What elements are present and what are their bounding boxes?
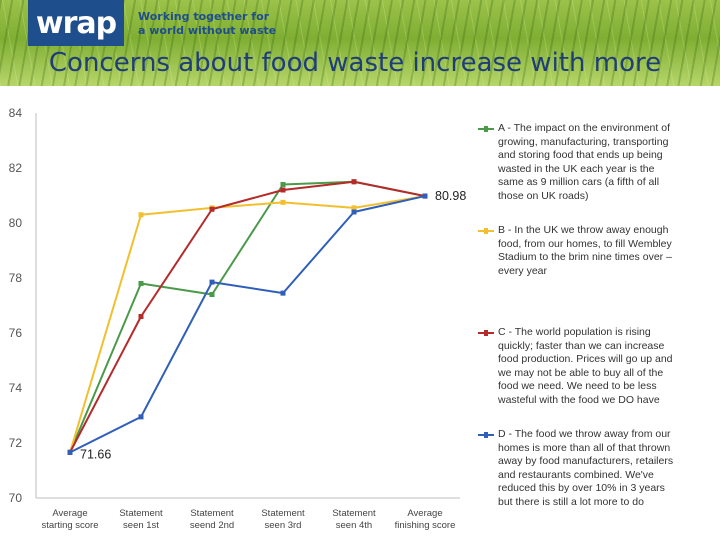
data-point-a bbox=[138, 281, 144, 286]
chart-panel: 70 72 74 76 78 80 82 84 Average starting score Sta… bbox=[0, 86, 720, 540]
legend-line: wasted in the UK each year is the bbox=[498, 162, 655, 175]
legend-entry-b: B - In the UK we throw away enough food, … bbox=[498, 224, 672, 278]
x-tick-label: seen 4th bbox=[336, 520, 372, 531]
legend-line: homes is more than all of that thrown bbox=[498, 441, 671, 454]
x-tick-label: seen 3rd bbox=[265, 520, 302, 531]
x-tick-label: Average bbox=[407, 508, 442, 519]
legend-entry-d: D - The food we throw away from our homes… bbox=[498, 428, 673, 510]
legend-line: and storing food that ends up being bbox=[498, 149, 663, 162]
legend-entry-a: A - The impact on the environment of grow… bbox=[498, 122, 670, 204]
y-tick-label: 82 bbox=[9, 161, 23, 175]
legend-marker-c bbox=[478, 330, 494, 336]
data-point-b bbox=[351, 205, 357, 211]
legend-line: B - In the UK we throw away enough bbox=[498, 224, 669, 236]
series-line-b bbox=[69, 195, 426, 453]
legend-marker-d bbox=[478, 432, 494, 438]
legend-line: growing, manufacturing, transporting bbox=[498, 135, 669, 148]
legend-line: C - The world population is rising bbox=[498, 326, 651, 338]
legend-line: away by food manufacturers, retailers bbox=[498, 455, 674, 468]
legend-line: Stadium to the brim nine times over – bbox=[498, 251, 672, 264]
x-tick-label: seend 2nd bbox=[190, 520, 234, 531]
series-line-c bbox=[69, 180, 426, 453]
x-tick-label: starting score bbox=[41, 520, 98, 531]
y-tick-label: 80 bbox=[9, 216, 23, 230]
data-point-b bbox=[138, 212, 144, 218]
x-tick-label: Statement bbox=[332, 508, 376, 519]
data-point-b bbox=[280, 199, 286, 205]
data-label: 80.98 bbox=[435, 189, 466, 203]
legend-line: wasteful with the food we DO have bbox=[498, 393, 660, 406]
tagline-line-2: a world without waste bbox=[138, 24, 277, 37]
y-tick-label: 72 bbox=[9, 436, 23, 450]
legend-entry-c: C - The world population is rising quickl… bbox=[498, 326, 673, 408]
data-point-a bbox=[209, 292, 215, 297]
x-tick-label: finishing score bbox=[395, 520, 456, 531]
series-line-d bbox=[69, 195, 426, 454]
x-tick-label: Statement bbox=[261, 508, 305, 519]
tagline-line-1: Working together for bbox=[138, 10, 270, 23]
legend-line: food we need. We need to be less bbox=[498, 380, 657, 393]
data-label: 71.66 bbox=[80, 447, 111, 461]
data-point-d bbox=[422, 193, 428, 199]
data-point-c bbox=[209, 206, 215, 212]
series-line-a bbox=[69, 180, 426, 453]
header-banner: wrap Working together for a world withou… bbox=[0, 0, 720, 86]
x-tick-label: seen 1st bbox=[123, 520, 159, 531]
legend-line: reduced this by over 10% in 3 years bbox=[498, 482, 665, 495]
legend-line: A - The impact on the environment of bbox=[498, 122, 670, 134]
data-point-d bbox=[280, 290, 286, 296]
legend-marker-b bbox=[478, 228, 494, 234]
data-point-c bbox=[280, 187, 286, 193]
x-tick-label: Statement bbox=[119, 508, 163, 519]
legend-line: quickly; faster than we can increase bbox=[498, 339, 665, 352]
legend-line: we may not be able to buy all of the bbox=[498, 366, 664, 379]
y-tick-label: 70 bbox=[9, 491, 23, 505]
legend-line: every year bbox=[498, 264, 548, 277]
legend-line: but there is still a lot more to do bbox=[498, 495, 644, 508]
y-tick-label: 74 bbox=[9, 381, 23, 395]
legend-line: food production. Prices will go up and bbox=[498, 353, 673, 366]
data-point-d bbox=[209, 279, 215, 285]
data-point-d bbox=[138, 414, 144, 420]
legend-line: those on UK roads) bbox=[498, 189, 589, 202]
wrap-logo: wrap bbox=[28, 0, 124, 46]
data-point-c bbox=[351, 179, 357, 185]
tagline: Working together for a world without was… bbox=[138, 10, 276, 38]
data-point-a bbox=[280, 182, 286, 187]
legend-line: and restaurants combined. We've bbox=[498, 468, 654, 481]
legend-marker-a bbox=[478, 126, 494, 132]
data-point-d bbox=[67, 449, 73, 455]
y-tick-label: 84 bbox=[9, 106, 23, 120]
legend-line: food, from our homes, to fill Wembley bbox=[498, 237, 672, 250]
x-tick-label: Statement bbox=[190, 508, 234, 519]
y-tick-label: 78 bbox=[9, 271, 23, 285]
legend-line: D - The food we throw away from our bbox=[498, 428, 671, 440]
data-point-c bbox=[138, 314, 144, 319]
x-tick-label: Average bbox=[52, 508, 87, 519]
y-tick-label: 76 bbox=[9, 326, 23, 340]
data-point-d bbox=[351, 209, 357, 215]
legend-line: same as 9 million cars (a fifth of all bbox=[498, 176, 660, 189]
logo-text: wrap bbox=[35, 5, 117, 41]
